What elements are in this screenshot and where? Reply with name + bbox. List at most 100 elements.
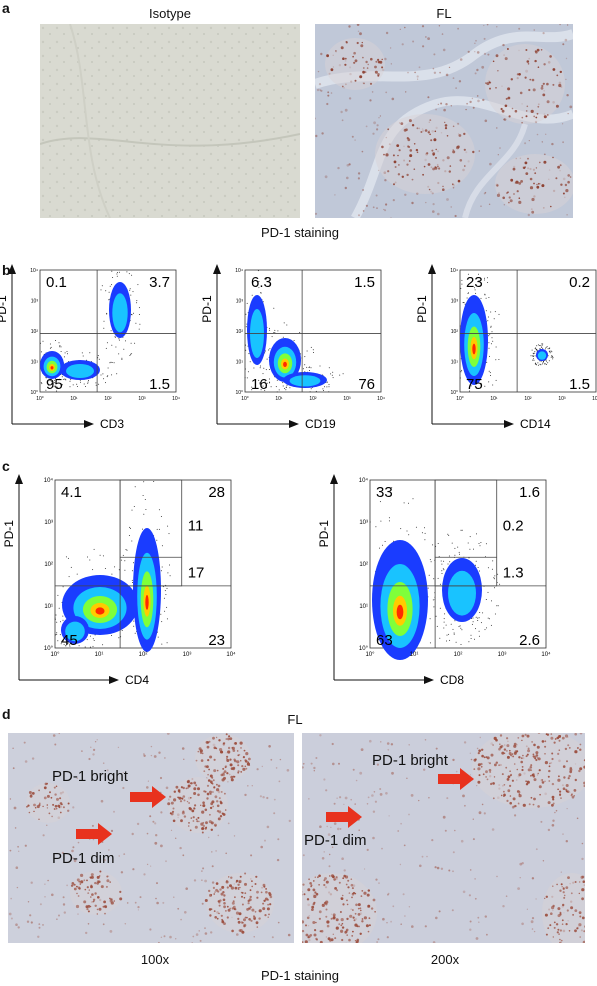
panel-d-caption: PD-1 staining xyxy=(260,968,340,983)
y-axis-label: PD-1 xyxy=(0,295,9,323)
pd1-bright-label-100x: PD-1 bright xyxy=(52,768,128,785)
arrow-up-icon xyxy=(8,264,16,274)
x-axis-label: CD14 xyxy=(520,417,551,431)
arrow-right-icon xyxy=(504,420,514,428)
quadrant-ll-value: 45 xyxy=(61,632,78,649)
x-tick-label: 10¹ xyxy=(95,652,104,658)
quadrant-ur-value: 28 xyxy=(208,484,225,501)
x-tick-label: 10⁴ xyxy=(172,396,180,402)
quadrant-ll-value: 95 xyxy=(46,376,63,393)
arrow-right-icon xyxy=(289,420,299,428)
arrow-up-icon xyxy=(428,264,436,274)
quadrant-ul-value: 0.1 xyxy=(46,274,67,291)
quadrant-lr-value: 1.5 xyxy=(569,376,590,393)
x-tick-label: 10² xyxy=(309,396,317,402)
quadrant-ul-value: 6.3 xyxy=(251,274,272,291)
arrow-up-icon xyxy=(330,474,338,484)
x-tick-label: 10° xyxy=(36,396,44,402)
quadrant-ll-value: 16 xyxy=(251,376,268,393)
x-tick-label: 10° xyxy=(50,652,60,658)
x-tick-label: 10⁴ xyxy=(226,651,236,658)
isotype-title: Isotype xyxy=(149,6,191,21)
quadrant-lr-value: 1.5 xyxy=(149,376,170,393)
y-tick-label: 10³ xyxy=(451,299,459,305)
y-tick-label: 10⁴ xyxy=(450,268,458,274)
gate-value: 0.2 xyxy=(503,517,524,534)
gate-value: 11 xyxy=(188,517,204,534)
panel-c-letter: c xyxy=(2,458,10,474)
x-tick-label: 10⁴ xyxy=(592,396,597,402)
x-tick-label: 10⁴ xyxy=(541,651,551,658)
y-tick-label: 10° xyxy=(450,390,458,396)
x-axis-label: CD19 xyxy=(305,417,336,431)
quadrant-ll-value: 75 xyxy=(466,376,483,393)
isotype-micrograph xyxy=(40,24,300,218)
x-tick-label: 10² xyxy=(104,396,112,402)
y-tick-label: 10⁴ xyxy=(30,268,38,274)
quadrant-ur-value: 1.6 xyxy=(519,484,540,501)
fl-micrograph-a xyxy=(315,24,573,218)
y-tick-label: 10⁴ xyxy=(44,477,54,484)
arrow-up-icon xyxy=(213,264,221,274)
micrograph-100x xyxy=(8,733,294,943)
y-tick-label: 10¹ xyxy=(44,604,53,610)
quadrant-lr-value: 23 xyxy=(208,632,225,649)
x-tick-label: 10² xyxy=(454,652,463,658)
fl-title-a: FL xyxy=(436,6,452,21)
x-tick-label: 10³ xyxy=(138,396,146,402)
x-tick-label: 10² xyxy=(139,652,148,658)
y-tick-label: 10³ xyxy=(236,299,244,305)
arrow-right-icon xyxy=(424,676,434,684)
quadrant-ur-value: 3.7 xyxy=(149,274,170,291)
y-axis-label: PD-1 xyxy=(2,520,16,548)
y-tick-label: 10¹ xyxy=(31,360,39,366)
x-axis-label: CD3 xyxy=(100,417,124,431)
quadrant-lr-value: 2.6 xyxy=(519,632,540,649)
x-tick-label: 10³ xyxy=(498,652,507,658)
x-tick-label: 10° xyxy=(365,652,375,658)
y-tick-label: 10² xyxy=(31,329,39,335)
panel-a-letter: a xyxy=(2,0,10,16)
fl-title-d: FL xyxy=(287,712,303,727)
y-tick-label: 10² xyxy=(236,329,244,335)
pd1-bright-label-200x: PD-1 bright xyxy=(372,752,448,769)
x-tick-label: 10° xyxy=(456,396,464,402)
x-tick-label: 10³ xyxy=(558,396,566,402)
gate-value: 17 xyxy=(188,564,205,581)
quadrant-ur-value: 0.2 xyxy=(569,274,590,291)
arrow-right-icon xyxy=(109,676,119,684)
quadrant-ll-value: 63 xyxy=(376,632,393,649)
y-tick-label: 10³ xyxy=(359,520,368,526)
x-tick-label: 10¹ xyxy=(70,396,78,402)
y-tick-label: 10⁴ xyxy=(359,477,369,484)
arrow-right-icon xyxy=(84,420,94,428)
magnification-200x: 200x xyxy=(430,952,460,967)
x-tick-label: 10² xyxy=(524,396,532,402)
y-tick-label: 10° xyxy=(44,646,54,652)
x-tick-label: 10¹ xyxy=(490,396,498,402)
y-tick-label: 10¹ xyxy=(451,360,459,366)
panel-d-letter: d xyxy=(2,706,11,722)
y-axis-label: PD-1 xyxy=(200,295,214,323)
x-tick-label: 10° xyxy=(241,396,249,402)
panel-b-letter: b xyxy=(2,262,11,278)
y-axis-label: PD-1 xyxy=(317,520,331,548)
arrow-up-icon xyxy=(15,474,23,484)
x-axis-label: CD4 xyxy=(125,673,149,687)
y-tick-label: 10² xyxy=(451,329,459,335)
quadrant-ul-value: 33 xyxy=(376,484,393,501)
x-tick-label: 10¹ xyxy=(275,396,283,402)
y-tick-label: 10° xyxy=(30,390,38,396)
y-tick-label: 10³ xyxy=(31,299,39,305)
y-tick-label: 10² xyxy=(359,562,368,568)
quadrant-ul-value: 23 xyxy=(466,274,483,291)
y-tick-label: 10¹ xyxy=(359,604,368,610)
y-tick-label: 10⁴ xyxy=(235,268,243,274)
pd1-dim-label-200x: PD-1 dim xyxy=(304,832,367,849)
x-tick-label: 10⁴ xyxy=(377,396,385,402)
pd1-dim-label-100x: PD-1 dim xyxy=(52,850,115,867)
quadrant-lr-value: 76 xyxy=(358,376,375,393)
magnification-100x: 100x xyxy=(140,952,170,967)
